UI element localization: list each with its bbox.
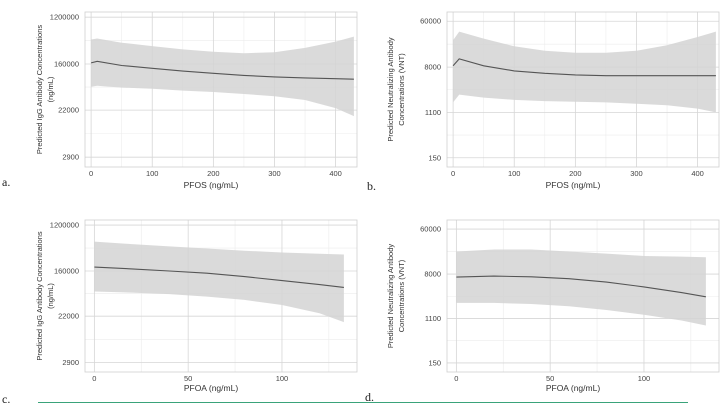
y-tick-label: 22000	[58, 106, 79, 115]
confidence-band	[94, 241, 344, 323]
x-tick-label: 300	[268, 169, 281, 178]
panel-a: 1200000 160000 22000 2900 0 100 200 300 400 PFOS …	[2, 11, 358, 190]
y-axis-title: Predicted IgG Antibody Concentrations (ng…	[35, 25, 55, 154]
x-tick-label: 400	[329, 169, 342, 178]
y-tick-label: 160000	[54, 59, 79, 68]
confidence-band	[456, 249, 706, 326]
y-tick-label: 8000	[424, 63, 441, 72]
fitted-line	[456, 275, 706, 298]
y-axis-title: Predicted Neutralizing Antibody Concentra…	[386, 37, 406, 141]
y-tick-label: 1100	[425, 108, 441, 117]
y-axis-title-line: Predicted IgG Antibody Concentrations	[35, 231, 44, 360]
panel-label: b.	[367, 179, 376, 193]
x-tick-label: 0	[92, 374, 96, 383]
panel-label: c.	[2, 392, 10, 405]
x-tick-label: 0	[451, 169, 455, 178]
y-axis-title-line: (ng/mL)	[46, 283, 55, 309]
x-tick-label: 100	[508, 169, 521, 178]
panel-d: 60000 8000 1100 150 0 50 100 PFOA (ng/mL) Predic…	[365, 219, 720, 404]
fitted-line	[452, 58, 716, 77]
y-tick-label: 1200000	[50, 221, 79, 230]
y-tick-label: 1200000	[50, 13, 79, 22]
y-axis-title: Predicted Neutralizing Antibody Concentra…	[386, 244, 406, 348]
y-tick-label: 22000	[58, 312, 79, 321]
confidence-band	[453, 31, 716, 113]
y-tick-label: 60000	[420, 225, 441, 234]
fitted-line	[90, 60, 354, 80]
y-tick-label: 160000	[54, 266, 79, 275]
x-tick-label: 100	[638, 374, 651, 383]
y-axis-title-line: Predicted IgG Antibody Concentrations	[35, 25, 44, 154]
x-tick-label: 0	[89, 169, 93, 178]
plot-frame	[84, 11, 358, 168]
y-tick-label: 2900	[62, 153, 79, 162]
y-axis-title: Predicted IgG Antibody Concentrations (ng…	[35, 231, 55, 360]
x-tick-label: 0	[454, 374, 458, 383]
y-axis-title-line: Predicted Neutralizing Antibody	[386, 37, 395, 141]
y-tick-label: 150	[428, 153, 441, 162]
x-tick-label: 300	[630, 169, 643, 178]
y-axis-title-line: Predicted Neutralizing Antibody	[386, 244, 395, 348]
panel-label: a.	[2, 175, 10, 189]
y-tick-label: 150	[428, 358, 441, 367]
x-tick-label: 100	[276, 374, 289, 383]
panel-label: d.	[365, 390, 374, 404]
y-axis-title-line: Concentrations (VNT)	[397, 259, 406, 332]
y-tick-label: 2900	[62, 358, 79, 367]
fitted-line	[94, 266, 344, 288]
x-tick-label: 200	[207, 169, 220, 178]
panel-b: 60000 8000 1100 150 0 100 200 300 400 PFOS (ng/mL…	[367, 11, 720, 193]
y-axis-title-line: (ng/mL)	[46, 76, 55, 102]
x-tick-label: 100	[146, 169, 159, 178]
x-tick-label: 200	[569, 169, 582, 178]
x-tick-label: 50	[546, 374, 554, 383]
y-tick-label: 60000	[420, 17, 441, 26]
plot-frame	[84, 219, 358, 373]
plot-frame	[446, 11, 720, 168]
x-axis-title: PFOA (ng/mL)	[184, 383, 238, 393]
x-tick-label: 400	[691, 169, 704, 178]
y-tick-label: 1100	[425, 314, 441, 323]
green-divider	[38, 402, 688, 403]
x-tick-label: 50	[184, 374, 192, 383]
plot-frame	[446, 219, 720, 373]
x-axis-title: PFOA (ng/mL)	[546, 383, 600, 393]
confidence-band	[91, 36, 354, 117]
x-axis-title: PFOS (ng/mL)	[184, 180, 239, 190]
y-tick-label: 8000	[424, 270, 441, 279]
x-axis-title: PFOS (ng/mL)	[546, 180, 601, 190]
y-axis-title-line: Concentrations (VNT)	[397, 53, 406, 126]
panel-c: 1200000 160000 22000 2900 0 50 100 PFOA (ng/mL)…	[2, 219, 358, 405]
